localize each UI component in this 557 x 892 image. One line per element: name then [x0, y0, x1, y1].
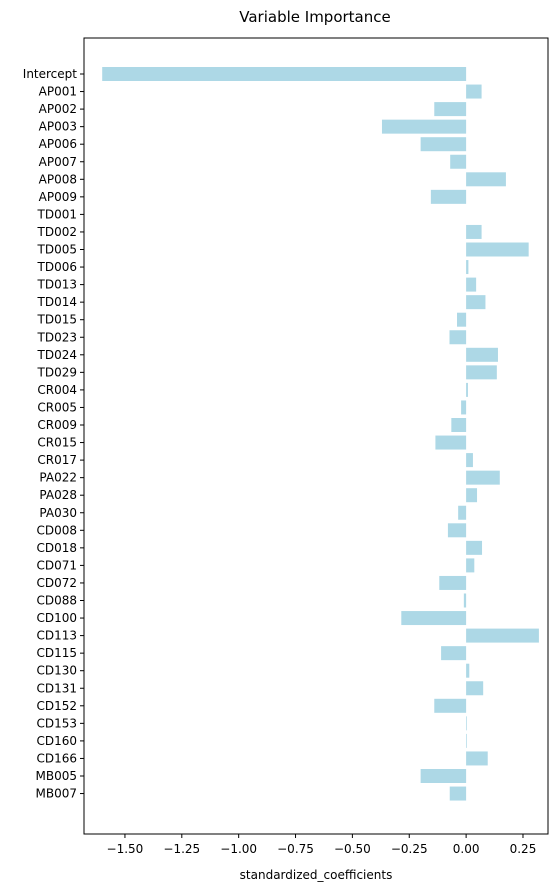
- bar-cd152: [434, 698, 467, 713]
- y-tick-label: PA028: [39, 488, 77, 502]
- y-tick-label: CD130: [36, 664, 77, 678]
- y-tick-label: CD071: [36, 558, 77, 572]
- y-tick-label: CR015: [37, 436, 77, 450]
- bar-ap001: [466, 84, 482, 99]
- y-tick-label: CR017: [37, 453, 77, 467]
- plot-area-frame: [83, 37, 549, 835]
- bar-mb007: [449, 786, 467, 801]
- y-tick-label: CD072: [36, 576, 77, 590]
- bar-ap009: [430, 189, 467, 204]
- bar-cd008: [447, 523, 467, 538]
- y-tick-label: CD166: [36, 751, 77, 765]
- bar-cd071: [466, 558, 475, 573]
- x-axis: −1.50 −1.25 −1.00 −0.75 −0.50 −0.25 0.00 0.25: [107, 834, 537, 856]
- bar-ap003: [381, 119, 467, 134]
- y-tick-label: TD015: [37, 313, 77, 327]
- x-tick-label: 0.25: [510, 842, 537, 856]
- bar-ap002: [434, 102, 467, 117]
- y-tick-label: CD115: [36, 646, 77, 660]
- bar-ap007: [450, 154, 467, 169]
- y-axis: Intercept AP001 AP002 AP003 AP006 AP007 AP008 A…: [23, 67, 84, 801]
- bar-ap008: [466, 172, 506, 187]
- y-tick-label: TD006: [37, 260, 77, 274]
- y-tick-label: AP001: [39, 85, 77, 99]
- bar-pa028: [466, 488, 478, 503]
- bar-cd153: [466, 716, 467, 731]
- y-tick-label: TD013: [37, 278, 77, 292]
- bar-cd088: [463, 593, 467, 608]
- bar-td002: [466, 224, 482, 239]
- x-tick-label: −1.25: [163, 842, 200, 856]
- bars-group: [102, 67, 539, 801]
- bar-td006: [466, 260, 469, 275]
- y-tick-label: MB007: [36, 787, 78, 801]
- y-tick-label: CD018: [36, 541, 77, 555]
- x-tick-label: −1.50: [107, 842, 144, 856]
- y-tick-label: AP008: [39, 172, 77, 186]
- bar-pa022: [466, 470, 500, 485]
- bar-cd100: [401, 611, 467, 626]
- x-tick-label: −0.75: [277, 842, 314, 856]
- bar-pa030: [458, 505, 467, 520]
- y-tick-label: TD023: [37, 330, 77, 344]
- x-tick-label: −0.50: [334, 842, 371, 856]
- y-tick-label: PA030: [39, 506, 77, 520]
- bar-td014: [466, 295, 486, 310]
- y-tick-label: Intercept: [23, 67, 78, 81]
- y-tick-label: CD152: [36, 699, 77, 713]
- bar-mb005: [420, 769, 467, 783]
- y-tick-label: CD153: [36, 716, 77, 730]
- y-tick-label: CR004: [37, 383, 77, 397]
- bar-cr015: [435, 435, 467, 450]
- y-tick-label: TD024: [37, 348, 77, 362]
- y-tick-label: TD029: [37, 365, 77, 379]
- y-tick-label: CR009: [37, 418, 77, 432]
- y-tick-label: TD014: [37, 295, 77, 309]
- bar-cd131: [466, 681, 484, 696]
- bar-td023: [449, 330, 467, 345]
- bar-cr017: [466, 453, 473, 468]
- bar-cd072: [439, 575, 467, 590]
- y-tick-label: AP003: [39, 120, 77, 134]
- y-tick-label: TD005: [37, 243, 77, 257]
- bar-cr009: [451, 418, 467, 432]
- x-tick-label: −0.25: [391, 842, 428, 856]
- y-tick-label: CD131: [36, 681, 77, 695]
- bar-cd166: [466, 751, 488, 766]
- bar-cd130: [466, 663, 470, 678]
- y-tick-label: TD001: [37, 207, 77, 221]
- y-tick-label: CD088: [36, 594, 77, 608]
- bar-td024: [466, 347, 498, 362]
- y-tick-label: CR005: [37, 400, 77, 414]
- bar-td029: [466, 365, 497, 380]
- bar-cd115: [441, 646, 467, 661]
- bar-cr004: [466, 382, 468, 397]
- y-tick-label: AP006: [39, 137, 77, 151]
- x-tick-label: 0.00: [453, 842, 480, 856]
- y-tick-label: CD008: [36, 523, 77, 537]
- chart-title: Variable Importance: [239, 8, 390, 26]
- bar-ap006: [420, 137, 467, 152]
- y-tick-label: PA022: [39, 471, 77, 485]
- y-tick-label: TD002: [37, 225, 77, 239]
- bar-intercept: [102, 67, 467, 81]
- bar-td005: [466, 242, 529, 257]
- y-tick-label: MB005: [36, 769, 78, 783]
- x-tick-label: −1.00: [220, 842, 257, 856]
- y-tick-label: AP007: [39, 155, 77, 169]
- y-tick-label: CD160: [36, 734, 77, 748]
- y-tick-label: CD113: [36, 629, 77, 643]
- y-tick-label: CD100: [36, 611, 77, 625]
- y-tick-label: AP009: [39, 190, 77, 204]
- y-tick-label: AP002: [39, 102, 77, 116]
- bar-cd160: [466, 733, 467, 748]
- bar-cd018: [466, 540, 483, 555]
- x-axis-label: standardized_coefficients: [240, 868, 393, 882]
- bar-cd113: [466, 628, 539, 643]
- bar-cr005: [461, 400, 467, 415]
- bar-td015: [457, 312, 467, 327]
- bar-td013: [466, 277, 477, 292]
